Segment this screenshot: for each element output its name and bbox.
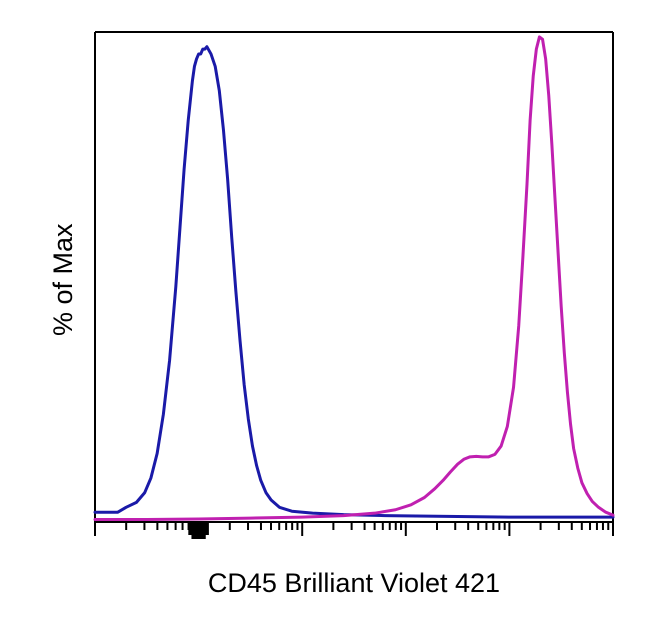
x-axis-label: CD45 Brilliant Violet 421 [95,568,613,599]
flow-cytometry-histogram: % of Max CD45 Brilliant Violet 421 [0,0,650,634]
series-control [95,47,613,517]
plot-svg [0,0,650,634]
series-stained [95,37,613,520]
y-axis-label: % of Max [48,224,79,337]
